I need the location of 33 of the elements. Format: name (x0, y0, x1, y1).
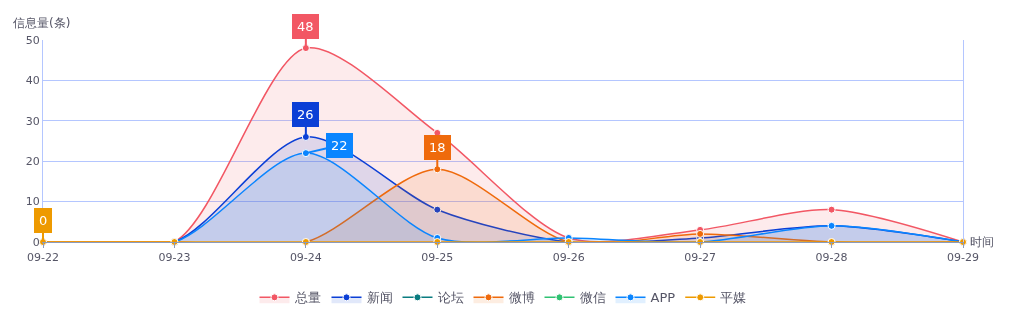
y-tick-label: 20 (25, 155, 40, 169)
x-axis-title: 时间 (970, 235, 994, 249)
point (827, 205, 836, 214)
legend-label: 平媒 (720, 290, 747, 306)
y-axis-title: 信息量(条) (13, 16, 71, 30)
legend-label: 微博 (508, 290, 535, 306)
y-tick-label: 50 (25, 33, 40, 47)
point (696, 229, 705, 238)
x-tick-label: 09-24 (289, 251, 322, 265)
point (301, 44, 310, 53)
point (301, 132, 310, 141)
x-tick-label: 09-25 (421, 251, 454, 265)
legend-label: 新闻 (366, 290, 393, 306)
y-tick-label: 40 (25, 74, 40, 88)
annotation: 18 (429, 140, 446, 155)
y-tick-label: 10 (25, 195, 40, 209)
x-tick-label: 09-28 (815, 251, 848, 265)
x-tick-label: 09-23 (158, 251, 191, 265)
annotation: 48 (297, 19, 314, 34)
y-tick-label: 0 (32, 235, 40, 249)
annotation: 26 (297, 107, 314, 122)
point (433, 165, 442, 174)
y-tick-label: 30 (25, 114, 40, 128)
x-tick-label: 09-26 (552, 251, 585, 265)
x-tick-label: 09-22 (27, 251, 59, 265)
legend-label: 微信 (579, 290, 606, 306)
annotation: 22 (331, 138, 348, 153)
legend-label: APP (650, 290, 676, 306)
point (433, 205, 442, 214)
legend-label: 总量 (293, 290, 321, 306)
legend-label: 论坛 (437, 290, 464, 306)
x-tick-label: 09-27 (684, 251, 717, 265)
x-tick-label: 09-29 (947, 251, 979, 265)
